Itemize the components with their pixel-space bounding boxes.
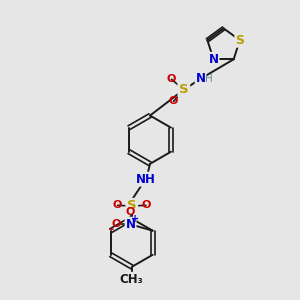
Text: CH₃: CH₃ — [120, 273, 144, 286]
Text: H: H — [205, 74, 213, 84]
Text: N: N — [126, 218, 136, 231]
Text: O: O — [167, 74, 176, 84]
Text: S: S — [179, 83, 189, 96]
Text: N: N — [208, 53, 219, 66]
Text: S: S — [127, 200, 136, 212]
Text: O: O — [126, 207, 135, 217]
Text: O: O — [113, 200, 122, 210]
Text: O: O — [141, 200, 151, 210]
Text: S: S — [236, 34, 244, 47]
Text: O: O — [169, 96, 178, 106]
Text: +: + — [130, 214, 139, 224]
Text: NH: NH — [136, 172, 155, 186]
Text: -: - — [109, 223, 114, 236]
Text: O: O — [112, 219, 121, 229]
Text: N: N — [196, 72, 206, 85]
